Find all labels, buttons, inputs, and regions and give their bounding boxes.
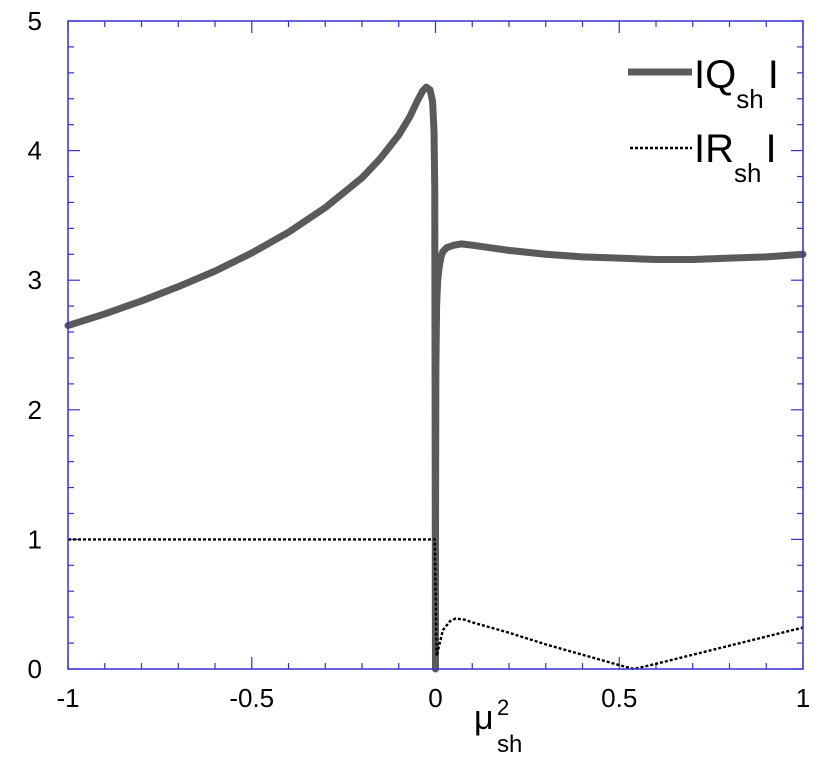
legend: IQshI IRshI: [628, 53, 779, 188]
y-tick-label: 4: [28, 136, 42, 166]
x-axis-label: μ 2 sh: [474, 695, 522, 758]
y-tick-label: 3: [28, 265, 42, 295]
legend-label-r: IRshI: [694, 127, 777, 188]
legend-label-r-suffix: I: [765, 127, 776, 171]
series-r-line: [68, 538, 804, 671]
y-tick-label: 2: [28, 395, 42, 425]
x-axis-label-base: μ: [474, 699, 494, 737]
plot-frame: [67, 20, 804, 670]
legend-label-q-sub: sh: [736, 84, 763, 114]
x-tick-label: 0: [428, 683, 442, 713]
series-q-line: [64, 83, 807, 673]
tick-label-layer: -1 -0.5 0 0.5 1 0 1 2 3 4 5: [28, 6, 811, 713]
x-axis-label-subscript: sh: [497, 731, 522, 758]
y-tick-label: 5: [28, 6, 42, 36]
x-tick-label: 0.5: [601, 683, 637, 713]
legend-label-q: IQshI: [694, 53, 779, 114]
legend-label-q-base: IQ: [694, 53, 736, 97]
legend-label-r-base: IR: [694, 127, 734, 171]
series-layer: [64, 83, 807, 673]
y-tick-label: 0: [28, 654, 42, 684]
x-tick-label: 1: [796, 683, 810, 713]
ticks-layer: [67, 20, 804, 670]
legend-label-r-sub: sh: [734, 158, 761, 188]
y-tick-label: 1: [28, 524, 42, 554]
x-tick-label: -0.5: [229, 683, 274, 713]
x-axis-label-superscript: 2: [497, 695, 509, 720]
legend-label-q-suffix: I: [768, 53, 779, 97]
x-tick-label: -1: [56, 683, 79, 713]
